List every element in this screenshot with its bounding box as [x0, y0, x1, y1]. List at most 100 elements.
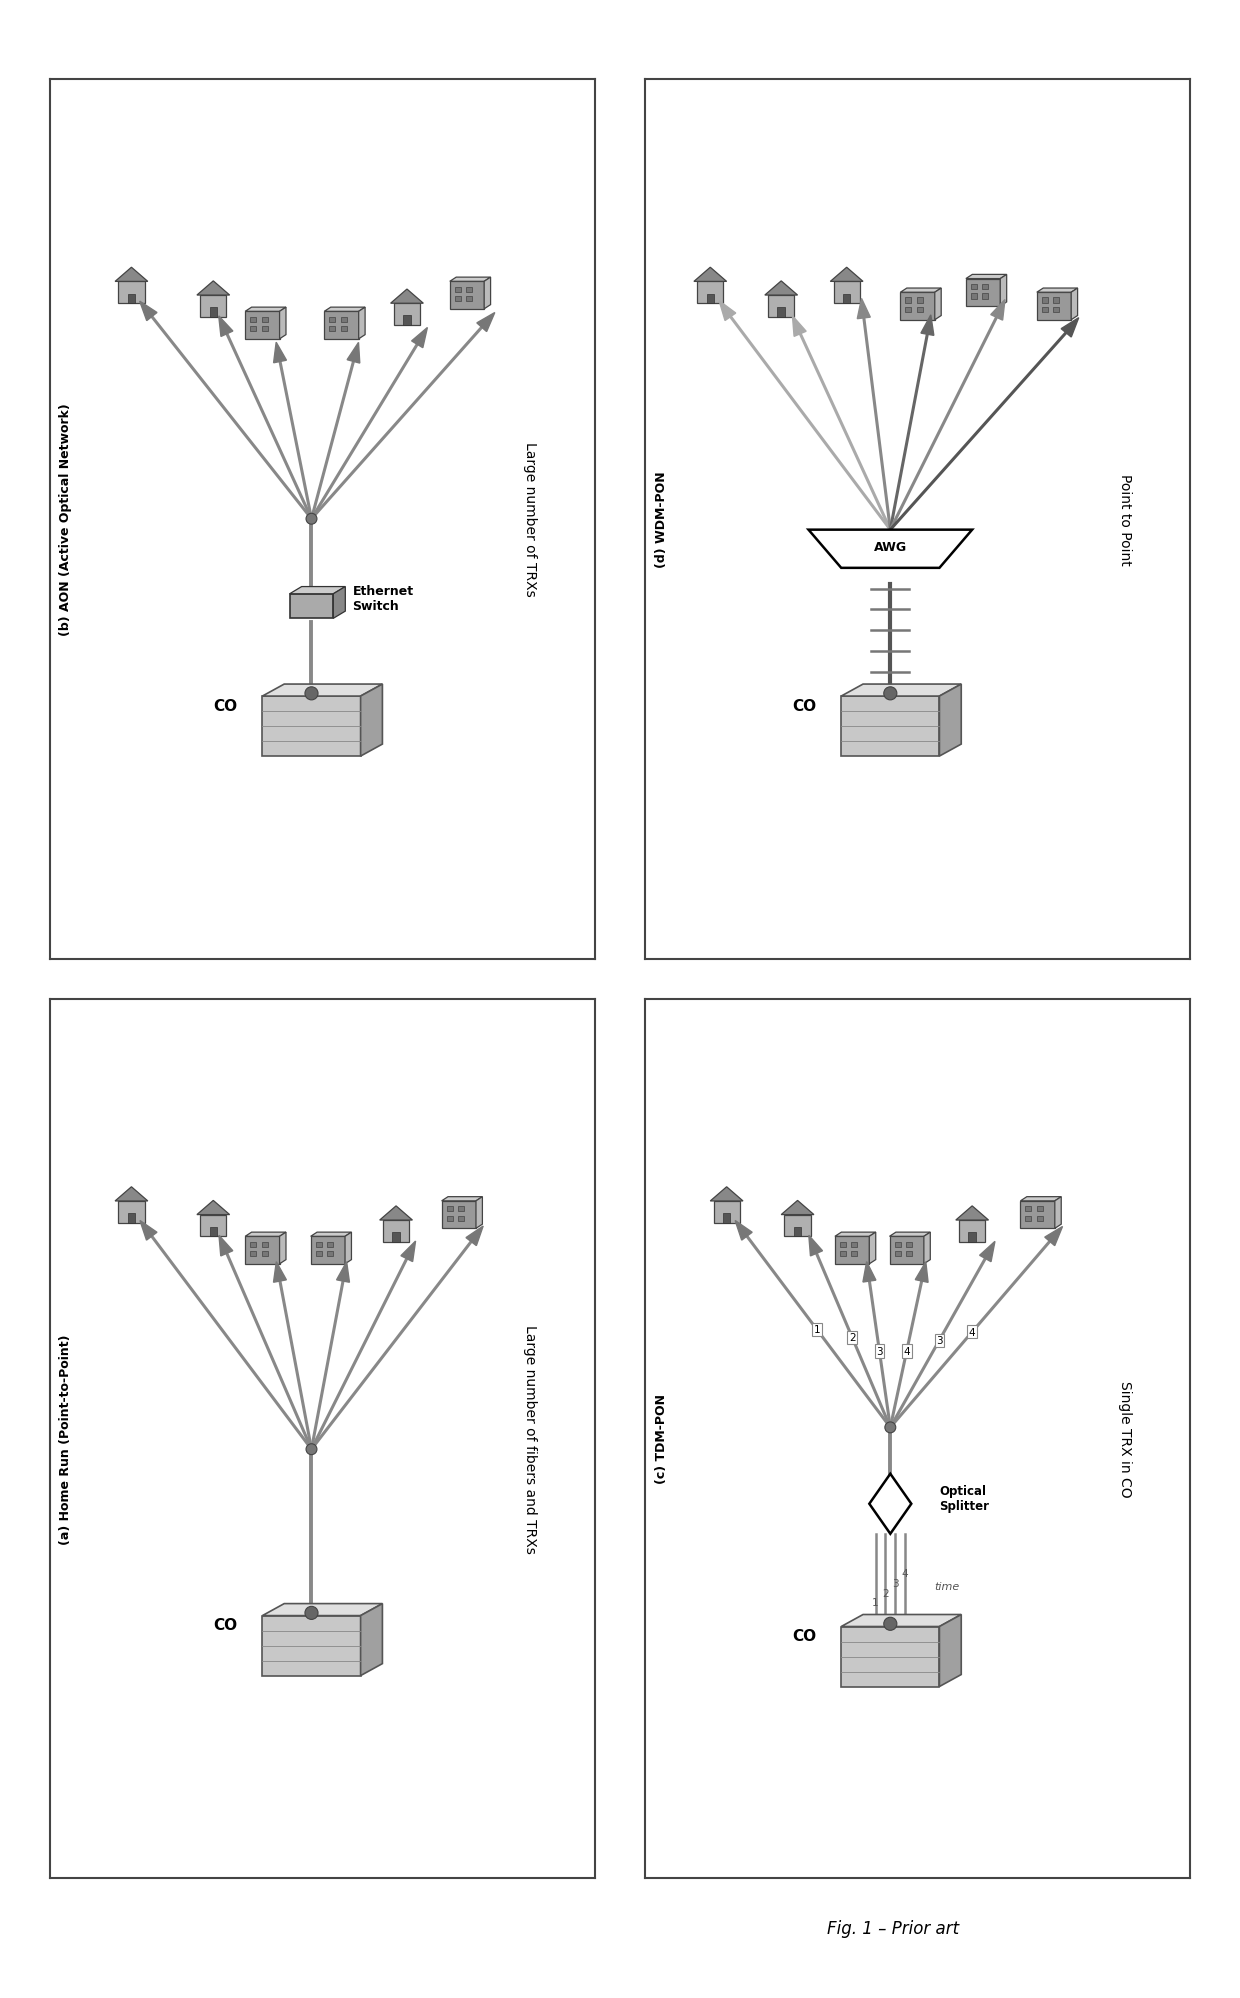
- Polygon shape: [401, 1241, 415, 1263]
- Bar: [327, 1243, 334, 1247]
- Polygon shape: [412, 328, 428, 348]
- Polygon shape: [1045, 1227, 1063, 1247]
- Bar: [325, 312, 358, 340]
- Bar: [455, 298, 461, 302]
- Polygon shape: [900, 290, 941, 294]
- Bar: [905, 308, 911, 314]
- Polygon shape: [334, 587, 345, 619]
- Bar: [1025, 1217, 1032, 1221]
- Polygon shape: [841, 685, 961, 697]
- Bar: [916, 298, 923, 304]
- Bar: [210, 308, 217, 318]
- Bar: [330, 318, 335, 322]
- Polygon shape: [391, 290, 423, 304]
- Polygon shape: [940, 685, 961, 757]
- Polygon shape: [274, 1263, 286, 1283]
- Circle shape: [884, 1618, 897, 1630]
- Bar: [852, 1243, 857, 1247]
- Polygon shape: [263, 1604, 382, 1616]
- Bar: [794, 1227, 801, 1237]
- Bar: [697, 282, 723, 304]
- Polygon shape: [290, 587, 345, 595]
- Polygon shape: [345, 1233, 351, 1265]
- Bar: [311, 1237, 345, 1265]
- Bar: [1021, 1201, 1055, 1229]
- Polygon shape: [781, 1201, 813, 1215]
- Bar: [777, 308, 785, 318]
- Text: (d) WDM-PON: (d) WDM-PON: [655, 472, 667, 567]
- Bar: [1053, 298, 1059, 304]
- Text: Point to Point: Point to Point: [1118, 474, 1132, 565]
- Bar: [723, 1213, 730, 1223]
- Bar: [250, 328, 257, 332]
- Bar: [906, 1251, 911, 1257]
- Polygon shape: [719, 302, 735, 322]
- Circle shape: [884, 687, 897, 701]
- Bar: [839, 1251, 846, 1257]
- Polygon shape: [940, 1614, 961, 1686]
- Bar: [383, 1221, 409, 1243]
- Polygon shape: [279, 308, 286, 340]
- Text: time: time: [934, 1580, 960, 1590]
- Bar: [118, 282, 145, 304]
- Bar: [982, 294, 988, 300]
- Bar: [768, 296, 795, 318]
- Text: (a) Home Run (Point-to-Point): (a) Home Run (Point-to-Point): [60, 1333, 72, 1544]
- Circle shape: [305, 1606, 317, 1620]
- Polygon shape: [476, 1197, 482, 1229]
- Text: 3: 3: [877, 1347, 883, 1357]
- Bar: [1037, 1207, 1043, 1211]
- Bar: [200, 1215, 227, 1237]
- Text: 1: 1: [813, 1325, 820, 1335]
- Bar: [262, 1251, 268, 1257]
- Polygon shape: [115, 1187, 148, 1201]
- Bar: [839, 1243, 846, 1247]
- Bar: [128, 1213, 135, 1223]
- Polygon shape: [792, 316, 806, 338]
- Text: 4: 4: [901, 1568, 909, 1578]
- Bar: [971, 284, 977, 290]
- Polygon shape: [694, 268, 727, 282]
- Text: Large number of TRXs: Large number of TRXs: [523, 442, 537, 597]
- Bar: [982, 284, 988, 290]
- Polygon shape: [358, 308, 365, 340]
- Polygon shape: [835, 1233, 875, 1237]
- Bar: [290, 595, 334, 619]
- Polygon shape: [808, 529, 972, 569]
- Bar: [968, 1233, 976, 1243]
- Bar: [1037, 1217, 1043, 1221]
- Polygon shape: [441, 1197, 482, 1201]
- Text: AWG: AWG: [874, 539, 906, 553]
- Text: Optical
Splitter: Optical Splitter: [940, 1485, 990, 1512]
- Polygon shape: [966, 276, 1007, 280]
- Text: 3: 3: [892, 1578, 899, 1588]
- Polygon shape: [735, 1221, 753, 1241]
- Polygon shape: [325, 308, 365, 312]
- Polygon shape: [115, 268, 148, 282]
- Bar: [118, 1201, 145, 1223]
- Bar: [330, 328, 335, 332]
- Bar: [262, 328, 268, 332]
- Polygon shape: [361, 1604, 382, 1676]
- Bar: [327, 1251, 334, 1257]
- Bar: [246, 312, 279, 340]
- Bar: [894, 1243, 900, 1247]
- Polygon shape: [246, 308, 286, 312]
- Bar: [889, 1237, 924, 1265]
- Bar: [250, 1243, 257, 1247]
- Polygon shape: [466, 1227, 484, 1247]
- Text: CO: CO: [213, 1618, 237, 1632]
- Polygon shape: [197, 282, 229, 296]
- Circle shape: [305, 687, 317, 701]
- Bar: [403, 316, 410, 326]
- Bar: [966, 280, 1001, 308]
- Bar: [250, 1251, 257, 1257]
- Bar: [841, 1626, 940, 1686]
- Text: CO: CO: [213, 699, 237, 713]
- Bar: [128, 294, 135, 304]
- Bar: [262, 1243, 268, 1247]
- Polygon shape: [915, 1263, 928, 1283]
- Polygon shape: [1055, 1197, 1061, 1229]
- Polygon shape: [1021, 1197, 1061, 1201]
- Polygon shape: [869, 1233, 875, 1265]
